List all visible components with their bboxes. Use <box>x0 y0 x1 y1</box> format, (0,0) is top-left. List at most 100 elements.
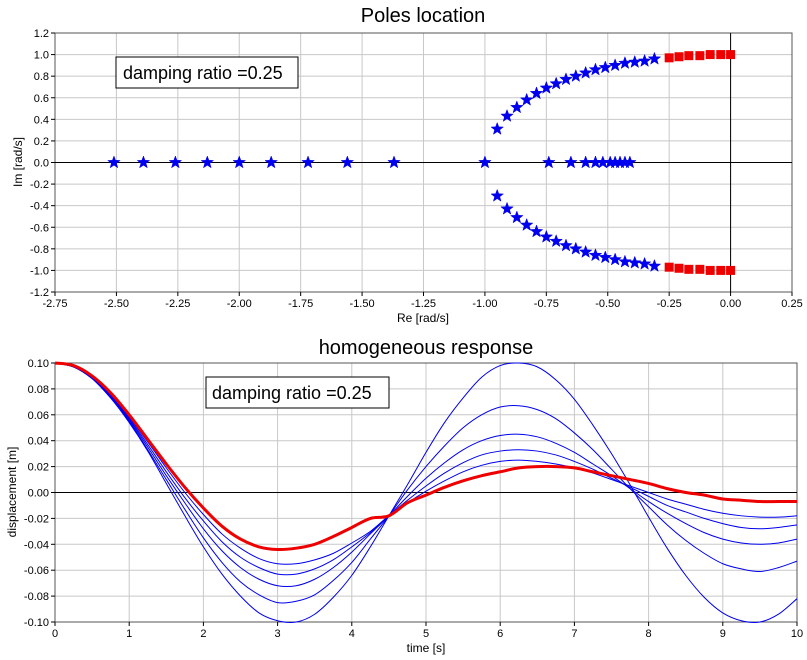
x-tick-label: 0 <box>52 628 58 640</box>
y-tick-label: 1.0 <box>34 50 49 62</box>
pole-star-marker <box>564 155 578 169</box>
pole-star-marker <box>264 155 279 169</box>
pole-star-marker <box>529 86 544 100</box>
poles-chart-annotation: damping ratio =0.25 <box>123 63 283 83</box>
x-tick-label: 0.25 <box>781 298 802 310</box>
x-tick-label: -0.25 <box>657 298 682 310</box>
pole-star-marker <box>529 224 544 238</box>
pole-square-marker <box>684 51 694 61</box>
response-chart: homogeneous response 0 1 2 3 4 5 6 7 8 9 10 0.10 0.0… <box>5 337 803 655</box>
pole-star-marker <box>559 238 573 252</box>
x-tick-label: 8 <box>646 628 652 640</box>
y-tick-label: -0.08 <box>24 591 49 603</box>
pole-star-marker <box>588 248 603 262</box>
response-series-line-5 <box>54 361 797 552</box>
y-tick-label: 0.2 <box>34 136 49 148</box>
x-tick-label: 4 <box>349 628 355 640</box>
y-tick-label: 0.6 <box>34 93 49 105</box>
y-tick-label: -1.2 <box>30 287 49 299</box>
pole-square-marker <box>726 50 736 60</box>
pole-star-marker <box>490 188 505 202</box>
x-tick-label: 3 <box>275 628 281 640</box>
pole-star-marker <box>568 241 583 255</box>
x-tick-label: 9 <box>720 628 726 640</box>
pole-star-marker <box>598 250 613 264</box>
poles-chart-annotation-box <box>115 56 299 89</box>
pole-square-marker <box>664 53 674 63</box>
response-chart-title: homogeneous response <box>319 337 534 359</box>
pole-star-marker <box>578 155 593 169</box>
x-tick-label: -2.75 <box>42 298 67 310</box>
pole-star-marker <box>107 155 121 169</box>
x-tick-label: 7 <box>571 628 577 640</box>
y-tick-label: -0.4 <box>30 201 49 213</box>
x-tick-label: -2.25 <box>165 298 190 310</box>
response-series-line-0 <box>54 362 798 623</box>
poles-chart-title: Poles location <box>361 5 486 27</box>
pole-star-marker <box>618 254 632 268</box>
x-tick-label: 6 <box>497 628 503 640</box>
y-tick-label: 0.08 <box>28 384 49 396</box>
pole-square-marker <box>726 265 736 275</box>
pole-star-marker <box>637 53 652 67</box>
pole-star-marker <box>549 234 564 248</box>
response-series-line-3 <box>54 362 798 576</box>
pole-square-marker <box>674 263 684 273</box>
pole-star-marker <box>490 121 505 135</box>
y-tick-label: 0.10 <box>28 358 49 370</box>
pole-square-marker <box>705 50 715 60</box>
pole-star-marker <box>340 155 355 169</box>
response-series-line-1 <box>54 362 798 604</box>
pole-square-marker <box>716 50 726 60</box>
pole-star-marker <box>541 155 556 169</box>
x-tick-label: -1.25 <box>411 298 436 310</box>
x-tick-label: 5 <box>423 628 429 640</box>
response-chart-annotation: damping ratio =0.25 <box>212 383 372 403</box>
y-tick-label: 0.4 <box>34 114 49 126</box>
y-tick-label: -1.0 <box>30 265 49 277</box>
poles-chart-xlabel: Re [rad/s] <box>397 311 449 325</box>
pole-star-marker <box>500 201 514 215</box>
pole-star-marker <box>232 155 247 169</box>
x-tick-label: 0.00 <box>720 298 741 310</box>
y-tick-label: -0.2 <box>30 179 49 191</box>
pole-star-marker <box>200 155 215 169</box>
pole-star-marker <box>519 217 534 231</box>
pole-star-marker <box>608 252 622 266</box>
response-chart-xlabel: time [s] <box>407 641 446 655</box>
pole-star-marker <box>509 100 524 114</box>
x-tick-label: -2.00 <box>227 298 252 310</box>
x-tick-label: -1.75 <box>288 298 313 310</box>
y-tick-label: -0.04 <box>24 539 49 551</box>
poles-chart: Poles location -2.75 -2.50 -2.25 -2.00 -1.75… <box>11 5 803 325</box>
x-tick-label: 10 <box>791 628 803 640</box>
x-tick-label: -1.00 <box>472 298 497 310</box>
pole-star-marker <box>509 210 524 224</box>
pole-star-marker <box>647 51 662 65</box>
pole-star-marker <box>387 155 401 169</box>
pole-star-marker <box>622 155 637 169</box>
pole-square-marker <box>705 265 715 275</box>
pole-square-marker <box>695 264 705 274</box>
y-tick-label: 1.2 <box>34 28 49 40</box>
pole-star-marker <box>637 256 652 270</box>
pole-star-marker <box>618 55 632 70</box>
response-chart-ylabel: displacement [m] <box>5 447 19 538</box>
pole-star-marker <box>578 244 593 258</box>
pole-star-marker <box>568 68 583 83</box>
pole-star-marker <box>539 229 554 243</box>
pole-square-marker <box>695 51 705 61</box>
x-tick-label: -2.50 <box>104 298 129 310</box>
x-tick-label: 1 <box>126 628 132 640</box>
pole-star-marker <box>559 72 573 86</box>
pole-star-marker <box>578 65 593 79</box>
pole-star-marker <box>627 54 642 68</box>
y-tick-label: -0.10 <box>24 617 49 629</box>
pole-star-marker <box>608 58 622 72</box>
y-tick-label: 0.0 <box>34 158 49 170</box>
pole-star-marker <box>588 62 603 76</box>
pole-square-marker <box>674 52 684 62</box>
x-tick-label: -0.75 <box>534 298 559 310</box>
pole-star-marker <box>168 155 183 169</box>
